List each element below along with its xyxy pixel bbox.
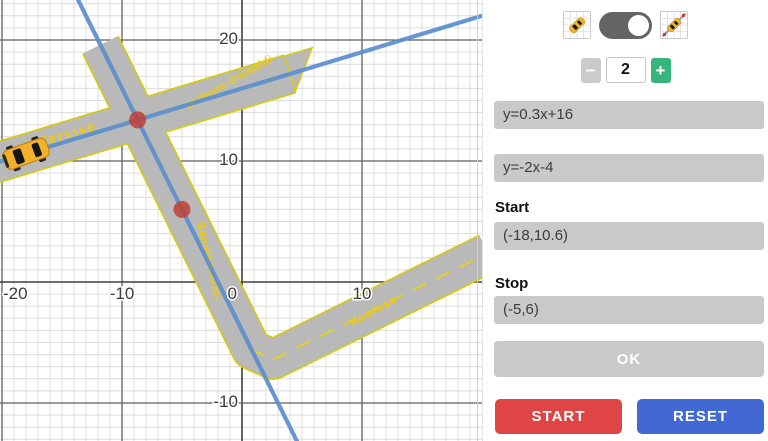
axis-tick-label: 10 (353, 284, 372, 303)
axis-tick-label: -10 (213, 392, 238, 411)
axis-tick-label: 10 (219, 150, 238, 169)
mode-toggle-switch[interactable] (599, 11, 652, 39)
start-label: Start (495, 199, 530, 216)
car-grid-icon (564, 12, 590, 38)
stop-point (173, 200, 191, 218)
start-coordinate-input[interactable]: (-18,10.6) (494, 222, 764, 250)
function-line-layer (0, 0, 482, 441)
reset-button[interactable]: RESET (637, 399, 764, 434)
tick-label-layer: -20 -10 0 10 20 10 -10 (2, 28, 373, 413)
axis-tick-label: -10 (110, 284, 135, 303)
line-count-stepper: − 2 + (483, 57, 768, 83)
marker-layer (129, 111, 191, 218)
function-line (75, 0, 300, 441)
car-line-icon (661, 12, 687, 38)
function-line (0, 13, 482, 164)
intersection-point (129, 111, 147, 129)
grid-minor-layer (0, 0, 482, 441)
decrement-button[interactable]: − (580, 57, 601, 83)
start-button[interactable]: START (495, 399, 622, 434)
equation-input-1[interactable]: y=0.3x+16 (494, 101, 764, 129)
stop-label: Stop (495, 275, 529, 292)
axis-tick-label: 20 (219, 29, 238, 48)
car-sprite[interactable] (0, 134, 52, 174)
mode-row (483, 11, 768, 39)
axis-tick-label: -20 (3, 284, 28, 303)
stop-coordinate-input[interactable]: (-5,6) (494, 296, 764, 324)
axis-tick-label: 0 (228, 284, 237, 303)
equation-input-2[interactable]: y=-2x-4 (494, 154, 764, 182)
ok-button[interactable]: OK (494, 341, 764, 377)
toggle-knob (628, 14, 649, 36)
control-panel: − 2 + y=0.3x+16 y=-2x-4 Start (-18,10.6)… (482, 0, 768, 441)
line-drive-mode-button[interactable] (660, 11, 688, 39)
line-count-value[interactable]: 2 (605, 57, 646, 83)
increment-button[interactable]: + (650, 57, 671, 83)
free-drive-mode-button[interactable] (563, 11, 591, 39)
